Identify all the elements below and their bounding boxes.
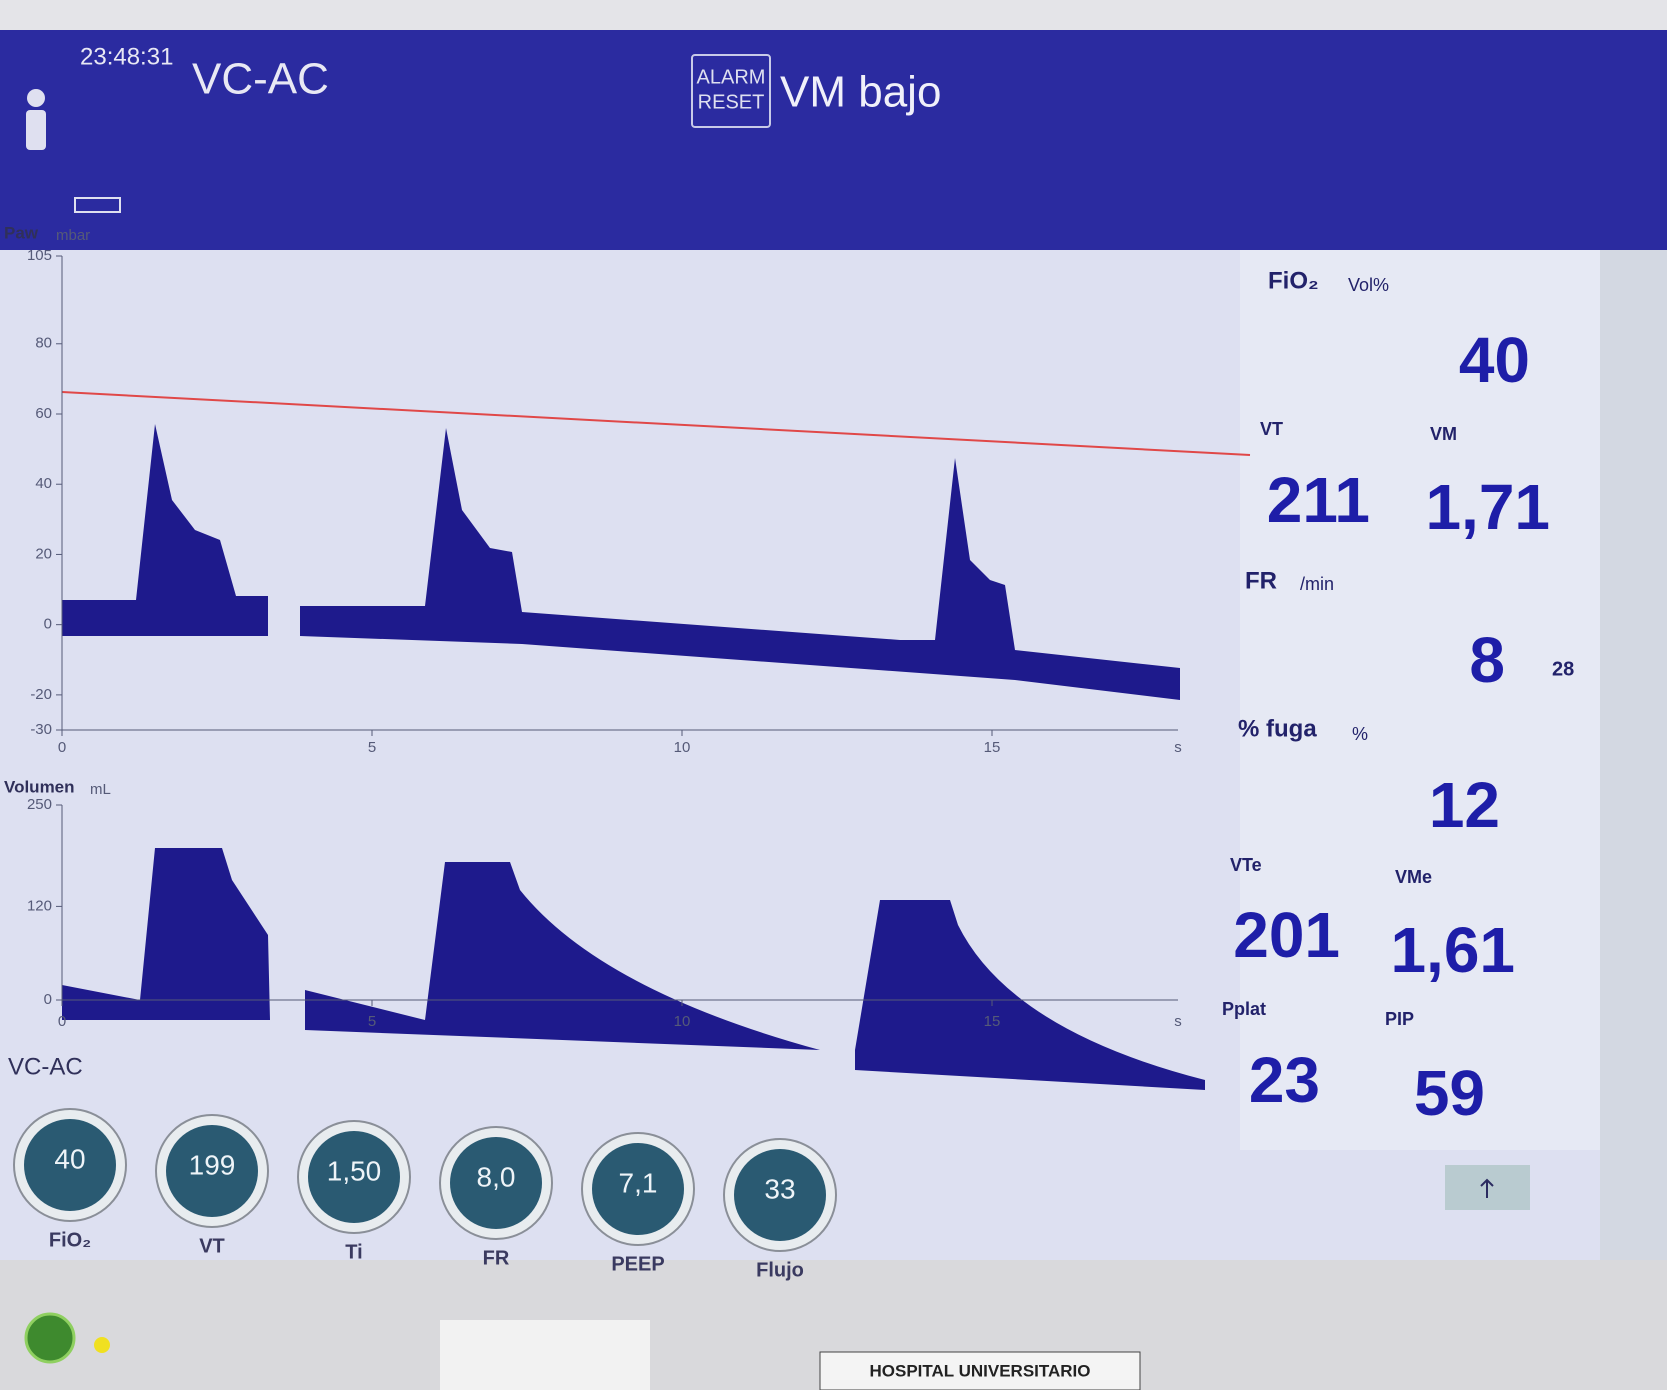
vme-value: 1,61	[1390, 914, 1515, 986]
x-tick-label: 5	[368, 739, 376, 756]
pplat-value: 23	[1249, 1044, 1320, 1116]
knob-value: 33	[764, 1173, 795, 1204]
knob[interactable]	[24, 1119, 116, 1211]
knob[interactable]	[308, 1131, 400, 1223]
knob-value: 8,0	[477, 1161, 516, 1192]
knob-value: 199	[189, 1149, 236, 1180]
y-tick-label: 120	[27, 897, 52, 914]
x-tick-label: 15	[984, 739, 1001, 756]
pip-value: 59	[1414, 1057, 1485, 1129]
y-tick-label: 0	[44, 616, 52, 633]
alarm-message: VM bajo	[780, 68, 941, 117]
alarm-reset-line: RESET	[698, 91, 765, 113]
x-tick-label: 15	[984, 1013, 1001, 1030]
x-tick-label: 10	[674, 739, 691, 756]
y-tick-label: 60	[35, 405, 52, 422]
hospital-plate	[819, 1351, 1141, 1390]
y-tick-label: -20	[30, 686, 52, 703]
mode-label: VC-AC	[8, 1053, 83, 1080]
volume-label: Volumen	[4, 777, 75, 796]
alarm-reset-line: ALARM	[697, 66, 766, 88]
knob-label: VT	[199, 1235, 225, 1257]
fuga-unit: %	[1352, 724, 1368, 744]
y-tick-label: 250	[27, 796, 52, 813]
knob[interactable]	[592, 1143, 684, 1235]
x-tick-label: 10	[674, 1013, 691, 1030]
x-tick-label: 5	[368, 1013, 376, 1030]
vt-value: 211	[1267, 464, 1370, 536]
alarm-reset-button[interactable]	[691, 54, 771, 128]
y-tick-label: 0	[44, 991, 52, 1008]
knob-value: 7,1	[619, 1167, 658, 1198]
time: 23:48:31	[80, 43, 173, 70]
fuga-value: 12	[1429, 769, 1500, 841]
vt-label: VT	[1260, 419, 1283, 439]
knob[interactable]	[166, 1125, 258, 1217]
pplat-label: Pplat	[1222, 999, 1266, 1019]
pip-label: PIP	[1385, 1009, 1414, 1029]
knob[interactable]	[734, 1149, 826, 1241]
alarm-limit-line	[61, 391, 1251, 456]
x-unit: s	[1174, 739, 1182, 756]
knob[interactable]	[450, 1137, 542, 1229]
knob-label: Ti	[345, 1241, 362, 1263]
x-tick-label: 0	[58, 739, 66, 756]
patient-icon	[26, 89, 46, 150]
bezel-top	[0, 0, 1667, 30]
fuga-label: % fuga	[1238, 715, 1317, 742]
vm-label: VM	[1430, 424, 1457, 444]
paw-label: Paw	[4, 223, 39, 242]
vm-value: 1,71	[1425, 471, 1550, 543]
fr-unit: /min	[1300, 574, 1334, 594]
measurement-panel	[1240, 250, 1600, 1150]
knob-value: 40	[54, 1143, 85, 1174]
fio2-unit: Vol%	[1348, 275, 1389, 295]
y-tick-label: 20	[35, 545, 52, 562]
fr-limit: 28	[1552, 658, 1574, 680]
barcode-label	[440, 1320, 650, 1390]
knob-value: 1,50	[327, 1155, 382, 1186]
hospital-label: HOSPITAL UNIVERSITARIO	[869, 1361, 1090, 1380]
fr-label: FR	[1245, 567, 1277, 594]
pressure-waveform	[62, 424, 1180, 700]
y-tick-label: 80	[35, 335, 52, 352]
y-tick-label: 40	[35, 475, 52, 492]
status-led	[94, 1337, 110, 1353]
vte-label: VTe	[1230, 855, 1262, 875]
battery-icon	[74, 197, 121, 213]
side-bar	[1600, 250, 1667, 1260]
y-tick-label: -30	[30, 721, 52, 738]
vte-value: 201	[1233, 899, 1340, 971]
knob-label: PEEP	[611, 1253, 664, 1275]
arrow-icon	[1480, 1178, 1494, 1198]
mode: VC-AC	[192, 55, 329, 104]
knob-label: FR	[483, 1247, 510, 1269]
volume-unit: mL	[90, 781, 111, 798]
volume-waveform	[62, 848, 1205, 1090]
paw-unit: mbar	[56, 227, 90, 244]
header-bar	[0, 30, 1667, 250]
fio2-value: 40	[1459, 324, 1530, 396]
y-tick-label: 105	[27, 247, 52, 264]
fr-value: 8	[1469, 624, 1505, 696]
knob-label: FiO₂	[49, 1229, 91, 1251]
knob-label: Flujo	[756, 1259, 804, 1281]
fio2-label: FiO₂	[1268, 267, 1319, 294]
power-button[interactable]	[24, 1312, 76, 1364]
x-unit: s	[1174, 1013, 1182, 1030]
vme-label: VMe	[1395, 867, 1432, 887]
x-tick-label: 0	[58, 1013, 66, 1030]
